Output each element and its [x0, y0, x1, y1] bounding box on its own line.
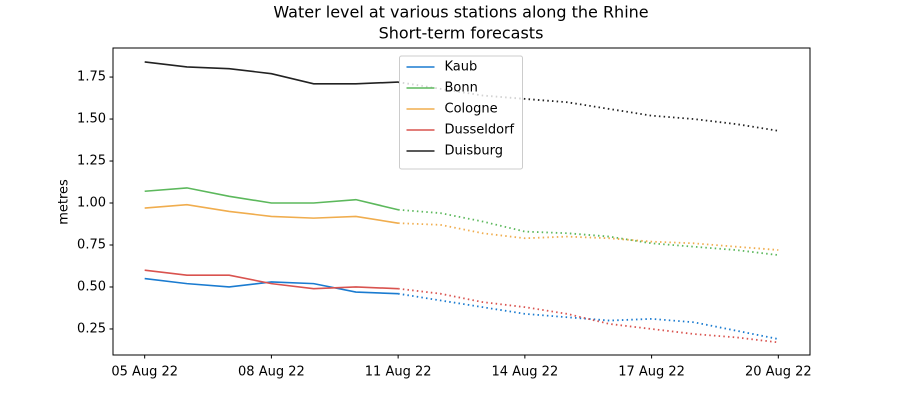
observed-line [144, 61, 399, 85]
y-tick-label: 0.25 [77, 321, 106, 336]
axes-frame [112, 47, 811, 356]
y-tick-label: 1.00 [77, 196, 106, 211]
legend-label: Kaub [445, 60, 478, 75]
plot-area [144, 61, 779, 344]
legend-box [399, 55, 523, 170]
y-tick-label: 0.50 [77, 279, 106, 294]
chart-subtitle: Short-term forecasts [379, 24, 544, 43]
observed-line [144, 187, 399, 211]
legend-label: Dusseldorf [445, 123, 515, 138]
forecast-line [397, 292, 779, 340]
chart-title: Water level at various stations along th… [273, 3, 648, 22]
legend-label: Duisburg [445, 144, 504, 159]
observed-line [144, 277, 399, 295]
forecast-line [398, 208, 779, 256]
legend-label: Cologne [445, 102, 498, 117]
x-tick-label: 14 Aug 22 [491, 365, 558, 380]
y-axis-label: metres [57, 179, 72, 225]
y-tick-label: 0.75 [77, 237, 106, 252]
forecast-line [398, 287, 779, 344]
x-tick-label: 11 Aug 22 [365, 365, 432, 380]
forecast-line [398, 222, 779, 251]
y-tick-label: 1.25 [77, 154, 106, 169]
y-tick-label: 1.50 [77, 112, 106, 127]
legend-label: Bonn [445, 81, 478, 96]
legend: Kaub Bonn Cologne Dusseldorf Duisburg [399, 55, 523, 170]
x-tick-label: 05 Aug 22 [111, 365, 178, 380]
y-tick-label: 1.75 [77, 70, 106, 85]
x-tick-label: 08 Aug 22 [238, 365, 305, 380]
x-tick-label: 20 Aug 22 [745, 365, 812, 380]
observed-line [144, 203, 399, 224]
observed-line [144, 269, 399, 290]
x-tick-label: 17 Aug 22 [618, 365, 685, 380]
